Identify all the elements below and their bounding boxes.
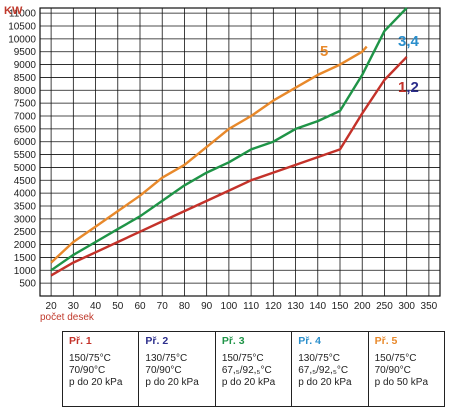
legend-cell-2: Př. 2 130/75°C 70/90°C p do 20 kPa: [139, 332, 216, 406]
series-line-3-4: [50, 7, 408, 272]
legend-line-4a: 130/75°C: [298, 353, 341, 364]
legend-line-5b: 70/90°C: [374, 365, 411, 376]
legend-line-5c: p do 50 kPa: [374, 377, 428, 388]
x-tick-label: 130: [287, 301, 304, 312]
x-tick-label: 140: [309, 301, 326, 312]
y-tick-label: 9000: [14, 60, 37, 71]
legend-title-2: Př. 2: [145, 335, 169, 347]
legend-line-4b: 67,₅/92,₅°C: [298, 365, 349, 376]
legend-cell-1: Př. 1 150/75°C 70/90°C p do 20 kPa: [63, 332, 140, 406]
legend-line-1c: p do 20 kPa: [69, 377, 123, 388]
x-tick-label: 50: [112, 301, 124, 312]
x-tick-label: 250: [376, 301, 393, 312]
y-tick-label: 3000: [14, 214, 37, 225]
y-tick-label: 6000: [14, 137, 37, 148]
series-label-1-2: 1,2: [398, 79, 419, 96]
legend-line-2a: 130/75°C: [145, 353, 188, 364]
series-label-5: 5: [320, 43, 328, 60]
legend-line-3a: 150/75°C: [221, 353, 264, 364]
legend-line-1a: 150/75°C: [69, 353, 111, 364]
x-tick-label: 350: [421, 301, 438, 312]
x-tick-label: 110: [243, 301, 259, 312]
legend-title-4: Př. 4: [298, 335, 321, 347]
y-tick-label: 9500: [14, 47, 37, 58]
x-tick-label: 80: [179, 301, 191, 312]
y-tick-label: 11000: [9, 9, 37, 20]
y-tick-label: 10500: [8, 22, 36, 33]
legend-line-4c: p do 20 kPa: [298, 377, 352, 388]
y-unit-label: KW: [4, 5, 23, 17]
y-tick-label: 1000: [14, 266, 37, 277]
x-tick-label: 120: [265, 301, 282, 312]
series-line-1-2: [50, 56, 408, 277]
x-tick-label: 150: [332, 301, 349, 312]
y-tick-label: 3500: [14, 202, 37, 213]
y-tick-label: 2500: [14, 227, 37, 238]
legend-title-1: Př. 1: [69, 335, 92, 347]
y-tick-label: 7500: [14, 99, 37, 110]
y-tick-label: 10000: [8, 34, 36, 45]
y-tick-label: 4500: [14, 176, 37, 187]
x-tick-label: 200: [354, 301, 371, 312]
legend-line-1b: 70/90°C: [69, 365, 106, 376]
y-tick-label: 2000: [14, 240, 37, 251]
y-tick-label: 8000: [14, 86, 37, 97]
x-tick-label: 40: [90, 301, 102, 312]
legend-cell-5: Př. 5 150/75°C 70/90°C p do 50 kPa: [369, 332, 444, 406]
x-tick-label: 90: [201, 301, 213, 312]
legend-title-3: Př. 3: [221, 335, 245, 347]
legend-line-5a: 150/75°C: [374, 353, 417, 364]
legend-line-3c: p do 20 kPa: [221, 377, 276, 388]
y-tick-label: 5000: [14, 163, 37, 174]
x-tick-label: 60: [134, 301, 146, 312]
y-tick-label: 6500: [14, 124, 37, 135]
x-axis-label: počet desek: [40, 312, 95, 323]
legend-cell-4: Př. 4 130/75°C 67,₅/92,₅°C p do 20 kPa: [292, 332, 369, 406]
legend-line-3b: 67,₅/92,₅°C: [221, 365, 272, 376]
y-tick-label: 7000: [14, 112, 37, 123]
x-tick-label: 300: [398, 301, 415, 312]
y-tick-label: 4000: [14, 189, 37, 200]
y-tick-label: 1500: [14, 253, 37, 264]
y-tick-label: 8500: [14, 73, 37, 84]
legend-title-5: Př. 5: [374, 335, 398, 347]
y-tick-label: 5500: [14, 150, 37, 161]
legend-table: Př. 1 150/75°C 70/90°C p do 20 kPa Př. 2…: [62, 331, 445, 407]
plot-frame: [39, 7, 441, 297]
x-tick-label: 20: [46, 301, 58, 312]
x-tick-label: 100: [221, 301, 238, 312]
legend-line-2b: 70/90°C: [145, 365, 182, 376]
y-tick-label: 500: [19, 279, 36, 290]
series-line-5: [50, 45, 368, 264]
legend-cell-3: Př. 3 150/75°C 67,₅/92,₅°C p do 20 kPa: [216, 332, 293, 406]
x-tick-label: 30: [68, 301, 80, 312]
series-label-3-4: 3,4: [398, 33, 420, 50]
x-tick-label: 70: [157, 301, 169, 312]
legend-line-2c: p do 20 kPa: [145, 377, 199, 388]
